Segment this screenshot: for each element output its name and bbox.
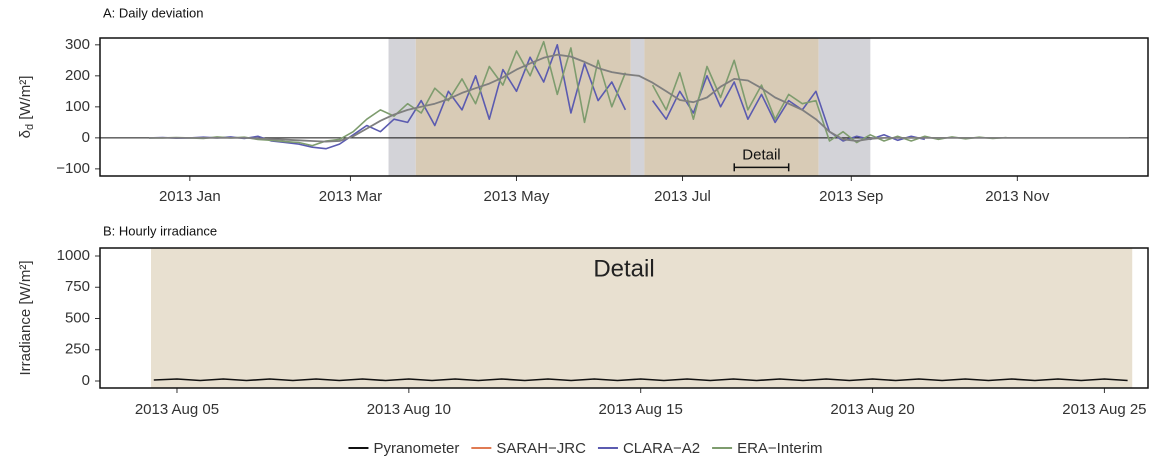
x-tick-label: 2013 Aug 25 xyxy=(1062,401,1146,418)
shaded-span xyxy=(644,38,819,176)
x-tick-label: 2013 Nov xyxy=(985,188,1050,205)
y-axis-label: δd [W/m²] xyxy=(17,76,36,139)
series-line xyxy=(153,378,1128,382)
x-tick-label: 2013 Aug 10 xyxy=(367,401,451,418)
y-tick-label: 750 xyxy=(65,278,90,295)
y-tick-label: −100 xyxy=(56,160,90,177)
panel-title: B: Hourly irradiance xyxy=(103,223,217,238)
legend-label: SARAH−JRC xyxy=(496,440,586,457)
x-tick-label: 2013 Aug 20 xyxy=(830,401,914,418)
y-label-unit: [W/m²] xyxy=(17,76,34,124)
y-tick-label: 250 xyxy=(65,341,90,358)
plot-frame xyxy=(99,37,1149,177)
y-tick-label: 300 xyxy=(65,36,90,53)
y-tick-label: 100 xyxy=(65,98,90,115)
annotation: Detail xyxy=(593,255,654,282)
panel-title: A: Daily deviation xyxy=(103,5,203,20)
y-axis-label: Irradiance [W/m²] xyxy=(17,260,34,375)
x-tick-label: 2013 Jan xyxy=(159,188,221,205)
x-tick-label: 2013 Sep xyxy=(819,188,883,205)
smooth-line xyxy=(149,53,1129,143)
y-label-subscript: d xyxy=(24,124,36,130)
y-tick-label: 0 xyxy=(82,372,90,389)
x-tick-label: 2013 Aug 05 xyxy=(135,401,219,418)
y-tick-label: 0 xyxy=(82,129,90,146)
x-tick-label: 2013 May xyxy=(484,188,550,205)
y-tick-label: 500 xyxy=(65,309,90,326)
shaded-span xyxy=(818,38,871,176)
shaded-span xyxy=(630,38,645,176)
y-label-symbol: δ xyxy=(17,130,34,138)
y-tick-label: 1000 xyxy=(57,247,90,264)
legend: Pyranometer SARAH−JRC CLARA−A2 ERA−Interim xyxy=(348,440,823,457)
legend-label: CLARA−A2 xyxy=(623,440,700,457)
x-tick-label: 2013 Mar xyxy=(319,188,382,205)
bracket-label: Detail xyxy=(742,146,780,163)
shaded-span xyxy=(415,38,631,176)
legend-label: Pyranometer xyxy=(373,440,459,457)
plot-frame xyxy=(99,247,1149,389)
y-tick-label: 200 xyxy=(65,67,90,84)
shaded-span xyxy=(151,248,1133,388)
x-tick-label: 2013 Jul xyxy=(654,188,711,205)
legend-label: ERA−Interim xyxy=(737,440,822,457)
x-tick-label: 2013 Aug 15 xyxy=(599,401,683,418)
